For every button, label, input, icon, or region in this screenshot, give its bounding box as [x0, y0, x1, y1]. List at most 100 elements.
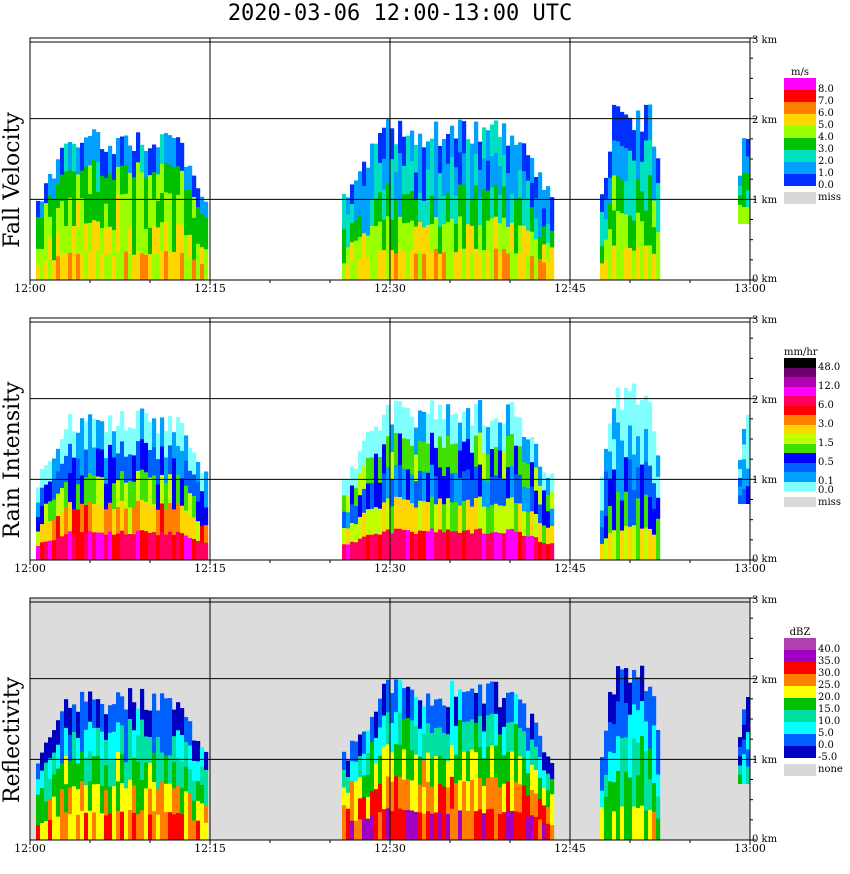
- echo-pixel: [398, 248, 403, 281]
- echo-pixel: [620, 737, 625, 773]
- echo-pixel: [462, 500, 467, 531]
- echo-pixel: [470, 506, 475, 534]
- echo-pixel: [656, 730, 661, 753]
- echo-pixel: [518, 531, 523, 561]
- echo-pixel: [450, 443, 455, 474]
- colorbar-label: 1.5: [818, 437, 834, 449]
- echo-pixel: [92, 811, 97, 841]
- echo-pixel: [80, 252, 85, 281]
- echo-pixel: [406, 499, 411, 531]
- echo-pixel: [486, 453, 491, 481]
- echo-pixel: [636, 178, 641, 213]
- colorbar-label: 0.0: [818, 180, 834, 191]
- echo-pixel: [632, 669, 637, 705]
- echo-pixel: [180, 734, 185, 762]
- echo-pixel: [144, 151, 149, 178]
- echo-pixel: [632, 190, 637, 221]
- echo-pixel: [358, 516, 363, 539]
- echo-pixel: [350, 760, 355, 781]
- echo-pixel: [526, 463, 531, 489]
- echo-pixel: [370, 170, 375, 199]
- echo-pixel: [346, 263, 351, 281]
- echo-pixel: [200, 525, 205, 544]
- echo-pixel: [40, 487, 45, 506]
- echo-pixel: [200, 230, 205, 248]
- echo-pixel: [600, 476, 605, 494]
- echo-pixel: [506, 810, 511, 841]
- colorbar-label: 15.0: [818, 704, 841, 715]
- echo-pixel: [462, 248, 467, 281]
- echo-pixel: [188, 792, 193, 817]
- echo-pixel: [120, 500, 125, 531]
- echo-pixel: [462, 184, 467, 217]
- echo-pixel: [624, 491, 629, 526]
- echo-pixel: [550, 809, 555, 826]
- colorbar-swatch: [784, 386, 816, 396]
- echo-pixel: [188, 537, 193, 561]
- echo-pixel: [652, 431, 657, 458]
- colorbar-swatch: [784, 650, 816, 662]
- echo-pixel: [534, 536, 539, 561]
- echo-pixel: [152, 446, 157, 476]
- echo-pixel: [204, 804, 209, 823]
- echo-pixel: [406, 529, 411, 561]
- echo-pixel: [616, 525, 621, 561]
- echo-pixel: [486, 480, 491, 508]
- echo-pixel: [640, 131, 645, 162]
- echo-pixel: [490, 681, 495, 714]
- echo-pixel: [92, 159, 97, 191]
- echo-pixel: [422, 147, 427, 175]
- echo-pixel: [184, 189, 189, 213]
- echo-pixel: [112, 704, 117, 732]
- echo-pixel: [84, 251, 89, 281]
- echo-pixel: [358, 258, 363, 281]
- echo-pixel: [746, 155, 751, 174]
- x-tick-label: 13:00: [734, 282, 766, 295]
- echo-pixel: [152, 475, 157, 504]
- echo-pixel: [446, 760, 451, 788]
- echo-pixel: [112, 508, 117, 535]
- echo-pixel: [350, 800, 355, 821]
- echo-pixel: [160, 445, 165, 475]
- echo-pixel: [48, 520, 53, 541]
- echo-pixel: [502, 505, 507, 534]
- echo-pixel: [482, 812, 487, 841]
- echo-pixel: [612, 752, 617, 783]
- echo-pixel: [358, 236, 363, 259]
- echo-pixel: [644, 395, 649, 429]
- echo-pixel: [172, 194, 177, 224]
- echo-pixel: [156, 736, 161, 763]
- echo-pixel: [640, 496, 645, 529]
- echo-pixel: [112, 812, 117, 841]
- colorbar-label: 4.0: [818, 132, 834, 143]
- colorbar-label: -5.0: [818, 752, 838, 763]
- echo-pixel: [140, 469, 145, 500]
- echo-pixel: [418, 470, 423, 501]
- echo-pixel: [454, 443, 459, 473]
- echo-pixel: [656, 455, 661, 477]
- echo-pixel: [402, 688, 407, 719]
- echo-pixel: [604, 818, 609, 841]
- echo-pixel: [418, 162, 423, 193]
- echo-pixel: [604, 198, 609, 220]
- echo-pixel: [434, 503, 439, 533]
- echo-pixel: [68, 224, 73, 253]
- echo-pixel: [386, 215, 391, 249]
- echo-pixel: [422, 471, 427, 502]
- echo-pixel: [506, 751, 511, 782]
- echo-pixel: [136, 787, 141, 815]
- echo-pixel: [350, 740, 355, 762]
- echo-pixel: [510, 465, 515, 498]
- echo-pixel: [738, 204, 743, 215]
- echo-pixel: [48, 540, 53, 561]
- echo-pixel: [608, 721, 613, 752]
- echo-pixel: [434, 783, 439, 813]
- echo-pixel: [386, 529, 391, 561]
- echo-pixel: [124, 482, 129, 509]
- echo-pixel: [426, 693, 431, 724]
- echo-pixel: [92, 783, 97, 813]
- echo-pixel: [410, 445, 415, 475]
- echo-pixel: [422, 813, 427, 841]
- echo-pixel: [550, 263, 555, 281]
- echo-pixel: [116, 166, 121, 196]
